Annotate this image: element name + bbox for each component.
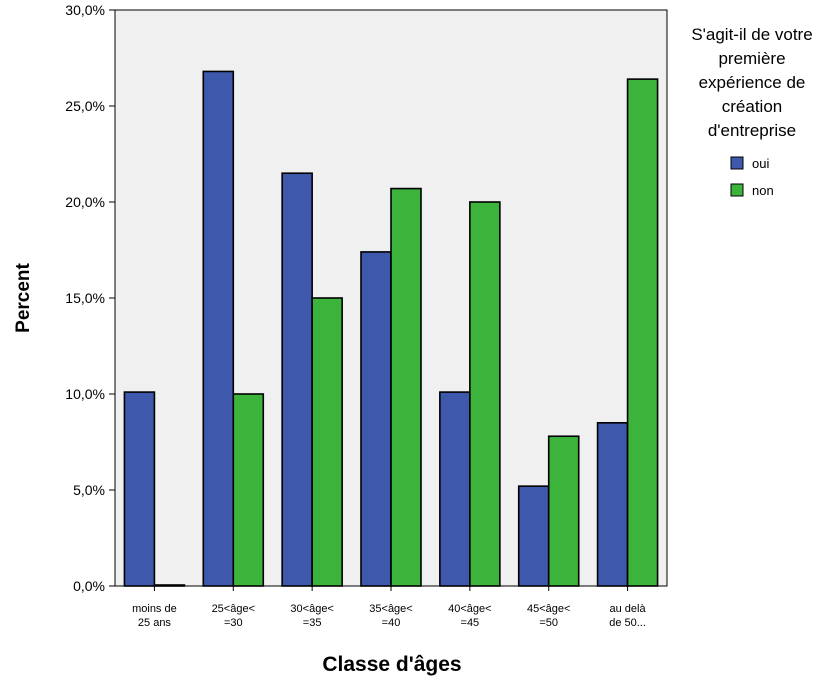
x-tick-label: 40<âge< =45: [448, 603, 491, 629]
legend-swatch-non: [730, 183, 744, 197]
y-tick-label: 0,0%: [73, 578, 105, 594]
bar-oui-2: [202, 70, 235, 587]
legend-title-line: expérience de: [699, 73, 806, 92]
legend-label-oui: oui: [752, 156, 769, 171]
bar-oui-4: [360, 251, 392, 587]
bar-non-3: [311, 297, 343, 587]
bar-oui-3: [281, 172, 313, 587]
y-tick-label: 20,0%: [65, 194, 105, 210]
x-axis-category-labels: moins de 25 ans 25<âge< =30 30<âge< =35 35<âge…: [132, 586, 646, 629]
bar-oui-6: [517, 485, 550, 587]
x-tick-label: 25<âge< =30: [212, 603, 255, 629]
y-tick-label: 15,0%: [65, 290, 105, 306]
y-tick-label: 30,0%: [65, 2, 105, 18]
y-axis-ticks: 0,0% 5,0% 10,0% 15,0% 20,0% 25,0% 30,0%: [65, 2, 115, 594]
bar-non-6: [547, 435, 580, 587]
legend-title-line: première: [718, 49, 785, 68]
legend-title-line: création: [722, 97, 782, 116]
bar-non-5: [469, 201, 501, 587]
x-tick-label: 30<âge< =35: [290, 603, 333, 629]
bar-non-4: [390, 187, 422, 587]
legend-swatch-oui: [730, 156, 744, 170]
x-tick-label: moins de 25 ans: [132, 603, 177, 629]
bar-oui-7: [596, 421, 629, 587]
bars: [123, 70, 659, 587]
x-tick-label: au delà de 50...: [609, 603, 646, 629]
y-tick-label: 10,0%: [65, 386, 105, 402]
y-axis-title: Percent: [13, 262, 34, 332]
y-tick-label: 25,0%: [65, 98, 105, 114]
bar-oui-5: [439, 391, 471, 587]
bar-non-2: [232, 393, 265, 587]
legend-label-non: non: [752, 183, 774, 198]
x-tick-label: 45<âge< =50: [527, 603, 570, 629]
legend-title-line: S'agit-il de votre: [691, 25, 812, 44]
legend: S'agit-il de votre première expérience de c…: [691, 25, 812, 198]
y-tick-label: 5,0%: [73, 482, 105, 498]
bar-oui-1: [123, 391, 156, 587]
bar-non-7: [626, 78, 659, 587]
x-axis-title: Classe d'âges: [322, 653, 461, 676]
x-tick-label: 35<âge< =40: [369, 603, 412, 629]
legend-title-line: d'entreprise: [708, 121, 796, 140]
